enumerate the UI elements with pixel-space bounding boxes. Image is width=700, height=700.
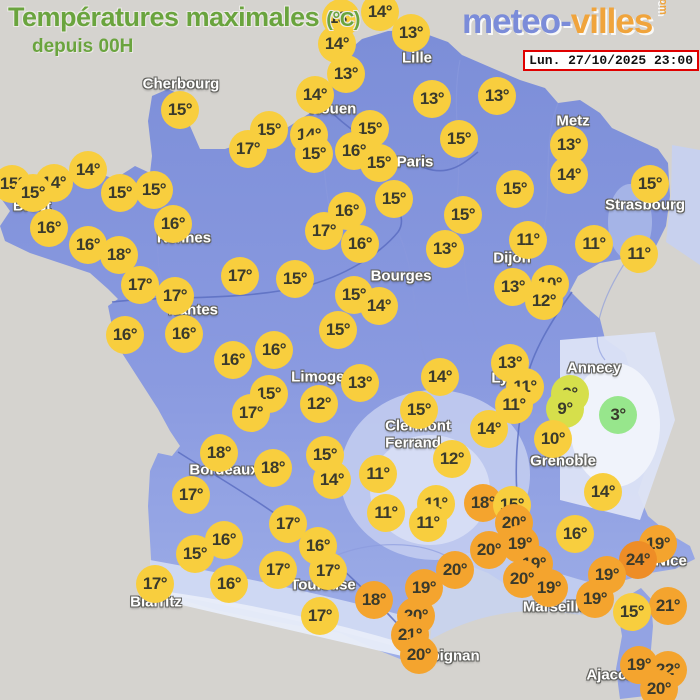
temp-marker: 13° [413,80,451,118]
temp-marker: 18° [200,434,238,472]
temp-marker: 11° [409,504,447,542]
temp-marker: 17° [309,552,347,590]
temp-marker: 16° [165,315,203,353]
temp-marker: 15° [176,535,214,573]
temp-marker: 18° [355,581,393,619]
temp-marker: 11° [367,494,405,532]
temp-marker: 17° [121,266,159,304]
temp-marker: 13° [341,364,379,402]
temp-marker: 15° [375,180,413,218]
temp-marker: 11° [575,225,613,263]
temp-marker: 18° [254,449,292,487]
temp-marker: 14° [550,156,588,194]
page-title: Températures maximales (°C) [8,2,360,33]
temp-marker: 15° [250,111,288,149]
temp-marker: 15° [631,165,669,203]
title-unit: (°C) [326,9,360,31]
temp-marker: 17° [305,212,343,250]
temp-marker: 15° [276,260,314,298]
temp-marker: 15° [444,196,482,234]
temp-marker: 14° [421,358,459,396]
logo-part1: meteo- [462,2,572,41]
temp-marker: 11° [620,235,658,273]
temp-marker: 17° [136,565,174,603]
temp-marker: 15° [295,135,333,173]
datetime-badge: Lun. 27/10/2025 23:00 [523,50,699,71]
temp-marker: 17° [172,476,210,514]
temp-marker: 15° [400,391,438,429]
temp-marker: 15° [135,171,173,209]
temp-marker: 14° [361,0,399,31]
logo-part2: villes [570,2,654,41]
temp-marker: 14° [360,287,398,325]
temp-marker: 20° [400,636,438,674]
temp-marker: 15° [440,120,478,158]
temp-marker: 16° [30,209,68,247]
temp-marker: 12° [300,385,338,423]
temp-marker: 3° [599,396,637,434]
temp-marker: 15° [14,174,52,212]
temp-marker: 14° [470,410,508,448]
temp-marker: 16° [255,331,293,369]
temp-marker: 16° [210,565,248,603]
temp-marker: 12° [433,440,471,478]
temp-marker: 15° [101,174,139,212]
temp-marker: 18° [100,236,138,274]
terrain-east [666,145,700,265]
title-text: Températures maximales [8,2,320,32]
page-subtitle: depuis 00H [32,36,134,57]
temp-marker: 16° [341,225,379,263]
temp-marker: 14° [584,473,622,511]
terrain-pyrenees [155,590,428,662]
temp-marker: 13° [478,77,516,115]
temp-marker: 20° [640,670,678,700]
temp-marker: 16° [214,341,252,379]
temp-marker: 11° [509,221,547,259]
temp-marker: 19° [576,580,614,618]
temp-marker: 17° [221,257,259,295]
temp-marker: 14° [296,76,334,114]
logo-suffix: .com [657,0,670,15]
temp-marker: 15° [360,144,398,182]
temp-marker: 13° [426,230,464,268]
temp-marker: 14° [69,151,107,189]
temp-marker: 13° [392,14,430,52]
temp-marker: 12° [525,282,563,320]
temp-marker: 14° [313,461,351,499]
temp-marker: 16° [106,316,144,354]
temp-marker: 19° [530,569,568,607]
temp-marker: 15° [496,170,534,208]
temp-marker: 15° [613,593,651,631]
temp-marker: 15° [319,311,357,349]
temp-marker: 16° [154,205,192,243]
temp-marker: 21° [649,587,687,625]
temp-marker: 16° [556,515,594,553]
temp-marker: 11° [359,455,397,493]
temp-marker: 10° [534,420,572,458]
temp-marker: 13° [327,55,365,93]
temp-marker: 17° [259,551,297,589]
temp-marker: 17° [301,597,339,635]
temp-marker: 17° [229,130,267,168]
temp-marker: 20° [470,531,508,569]
temp-marker: 15° [161,91,199,129]
meteo-villes-logo[interactable]: meteo-villes .com [462,0,676,42]
temp-marker: 17° [156,277,194,315]
temp-marker: 17° [232,394,270,432]
